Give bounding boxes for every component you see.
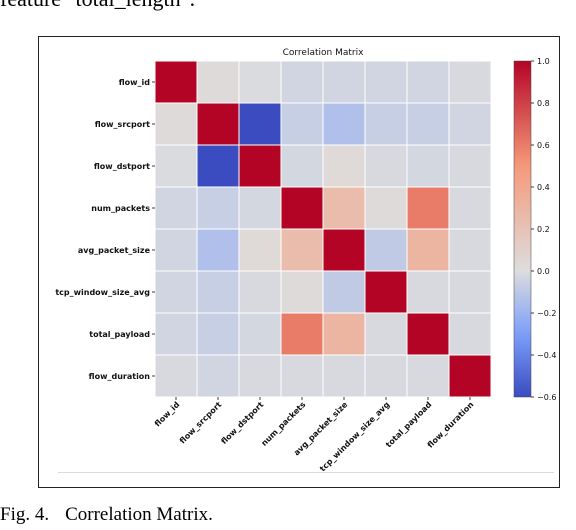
heatmap-cell: [449, 271, 491, 313]
heatmap-cell: [239, 229, 281, 271]
heatmap-cell: [449, 229, 491, 271]
heatmap-cell: [365, 61, 407, 103]
heatmap-cell: [449, 187, 491, 229]
colorbar-tick-label: −0.2: [537, 309, 556, 318]
heatmap-cell: [323, 229, 365, 271]
heatmap-cell: [407, 187, 449, 229]
colorbar-tick-label: 0.2: [537, 225, 550, 234]
heatmap-cell: [155, 187, 197, 229]
colorbar-tick-label: −0.6: [537, 393, 556, 402]
colorbar-tick-label: 0.8: [537, 99, 550, 108]
heatmap-cell: [197, 103, 239, 145]
heatmap-cell: [407, 103, 449, 145]
heatmap-cell: [155, 313, 197, 355]
heatmap-cell: [197, 229, 239, 271]
heatmap-cell: [239, 313, 281, 355]
heatmap-cell: [197, 187, 239, 229]
heatmap-cell: [323, 145, 365, 187]
heatmap-cell: [155, 355, 197, 397]
heatmap-cell: [155, 229, 197, 271]
colorbar-tick-label: −0.4: [537, 351, 556, 360]
heatmap-cell: [281, 313, 323, 355]
colorbar-tick-label: 1.0: [537, 57, 550, 66]
heatmap-cell: [281, 271, 323, 313]
heatmap-cell: [365, 271, 407, 313]
column-label: flow_srcport: [178, 400, 224, 446]
heatmap-cell: [407, 271, 449, 313]
colorbar-tick-label: 0.4: [537, 183, 550, 192]
heatmap-cell: [323, 355, 365, 397]
heatmap-cell: [323, 271, 365, 313]
heatmap-cell: [197, 355, 239, 397]
column-label: num_packets: [260, 400, 308, 448]
heatmap-cell: [197, 313, 239, 355]
row-label: flow_duration: [89, 372, 151, 381]
heatmap-cell: [197, 145, 239, 187]
heatmap-cell: [155, 271, 197, 313]
heatmap-cell: [365, 145, 407, 187]
colorbar-tick-label: 0.6: [537, 141, 550, 150]
heatmap-cell: [281, 145, 323, 187]
heatmap-cell: [449, 355, 491, 397]
heatmap-cell: [197, 61, 239, 103]
caption-text: Correlation Matrix.: [65, 504, 213, 525]
heatmap-cell: [155, 103, 197, 145]
heatmap-cell: [323, 61, 365, 103]
preceding-text: feature "total_length".: [0, 0, 576, 12]
chart-title: Correlation Matrix: [283, 48, 364, 58]
column-label: flow_duration: [426, 400, 476, 450]
heatmap-cell: [281, 229, 323, 271]
row-label: num_packets: [91, 204, 150, 213]
heatmap-cell: [155, 145, 197, 187]
heatmap-cell: [365, 313, 407, 355]
heatmap-cell: [407, 145, 449, 187]
heatmap-cell: [323, 313, 365, 355]
heatmap-cell: [281, 355, 323, 397]
row-label: total_payload: [89, 330, 150, 339]
heatmap-cell: [281, 61, 323, 103]
heatmap-cell: [365, 355, 407, 397]
heatmap-cell: [281, 187, 323, 229]
row-label: flow_dstport: [94, 162, 150, 171]
heatmap-cell: [239, 187, 281, 229]
heatmap-cell: [323, 103, 365, 145]
heatmap-cell: [365, 103, 407, 145]
heatmap-cell: [449, 145, 491, 187]
heatmap-cell: [155, 61, 197, 103]
heatmap-cell: [407, 313, 449, 355]
heatmap-cell: [239, 61, 281, 103]
heatmap-cell: [197, 271, 239, 313]
heatmap-cell: [407, 355, 449, 397]
heatmap-cell: [365, 187, 407, 229]
row-label: flow_srcport: [95, 120, 150, 129]
figure-bottom-rule: [58, 472, 554, 473]
heatmap-cell: [449, 313, 491, 355]
heatmap-cell: [281, 103, 323, 145]
heatmap-cell: [449, 61, 491, 103]
heatmap-cell: [449, 103, 491, 145]
column-label: flow_dstport: [219, 400, 265, 446]
heatmap-cell: [239, 355, 281, 397]
heatmap-cell: [365, 229, 407, 271]
colorbar-tick-label: 0.0: [537, 267, 550, 276]
heatmap-cell: [407, 229, 449, 271]
row-label: tcp_window_size_avg: [55, 288, 150, 297]
heatmap-cell: [407, 61, 449, 103]
heatmap-cell: [323, 187, 365, 229]
row-label: avg_packet_size: [78, 246, 151, 255]
heatmap-cell: [239, 271, 281, 313]
column-label: flow_id: [153, 400, 182, 429]
column-label: tcp_window_size_avg: [318, 400, 391, 473]
figure-caption: Fig. 4. Correlation Matrix.: [0, 504, 576, 526]
row-label: flow_id: [119, 78, 151, 87]
heatmap-cell: [239, 103, 281, 145]
caption-label: Fig. 4.: [0, 504, 50, 525]
heatmap-cell: [239, 145, 281, 187]
colorbar: [513, 60, 532, 398]
